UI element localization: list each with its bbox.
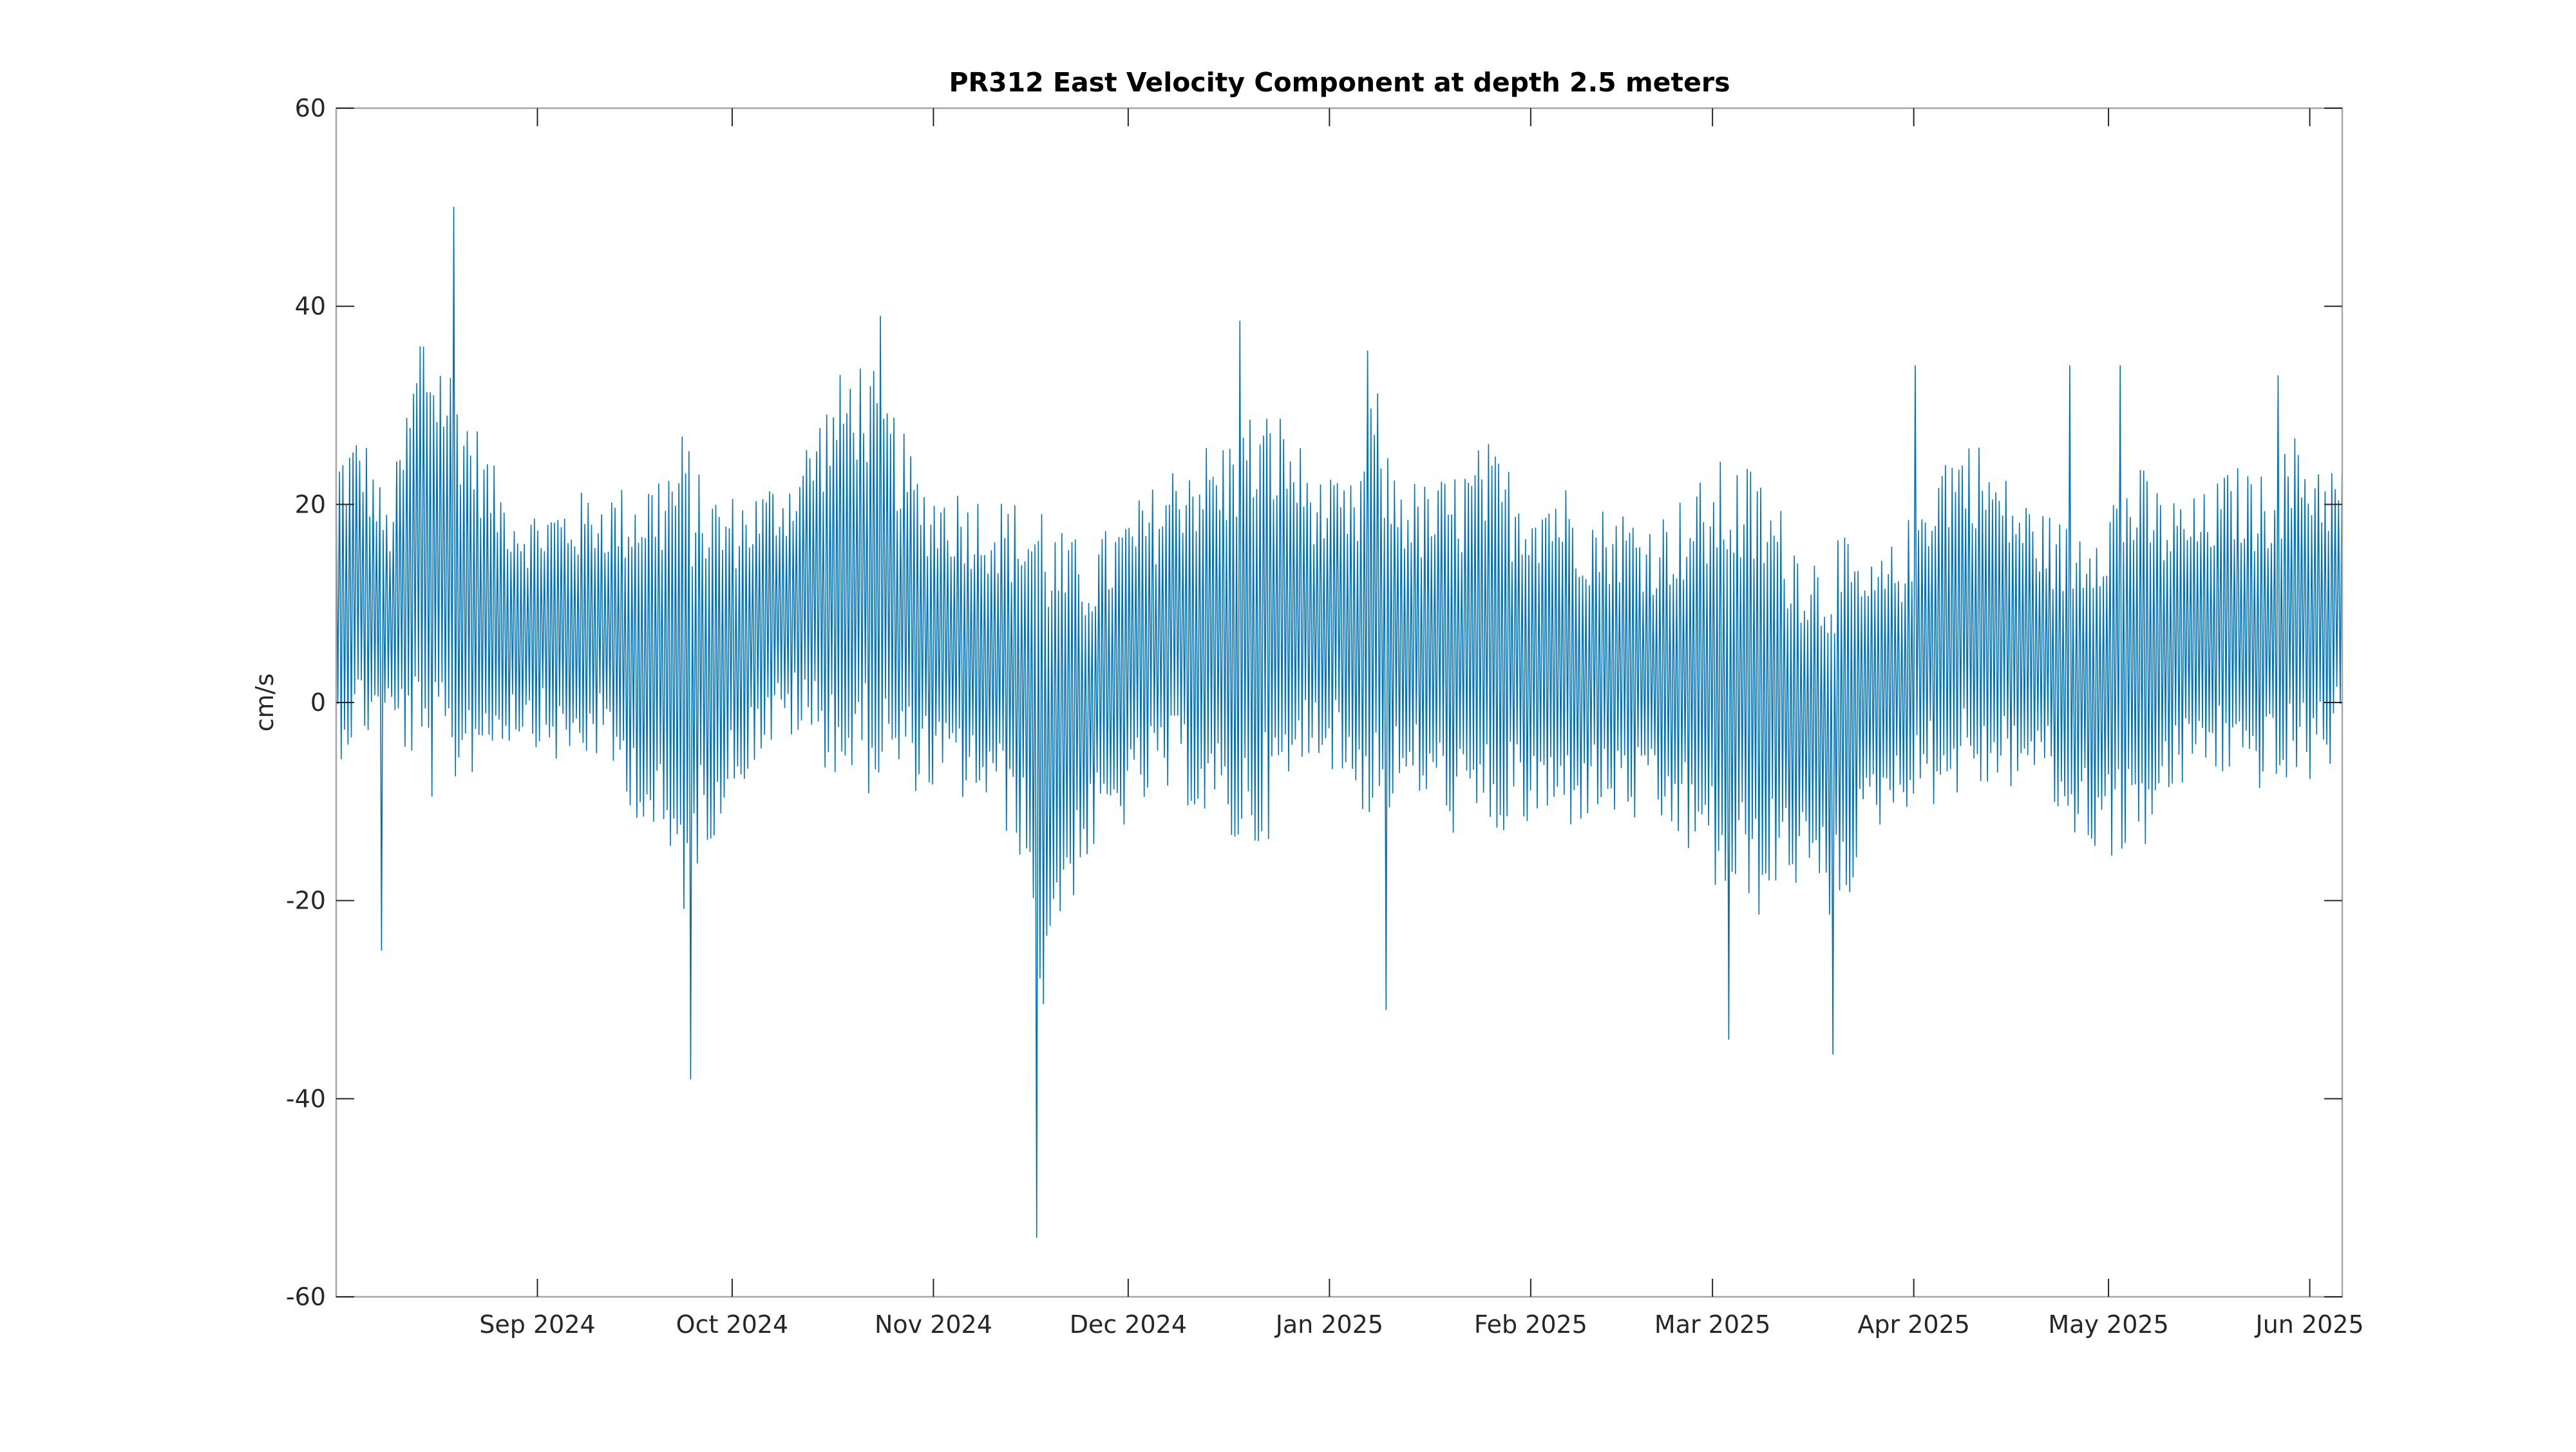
y-tick-label: 60 <box>295 94 326 122</box>
x-tick-label: Nov 2024 <box>875 1310 992 1339</box>
chart-title: PR312 East Velocity Component at depth 2… <box>949 67 1730 98</box>
y-tick-label: -40 <box>286 1084 326 1113</box>
x-tick-label: Jan 2025 <box>1274 1310 1383 1339</box>
x-tick-label: Feb 2025 <box>1474 1310 1587 1339</box>
x-tick-label: Apr 2025 <box>1857 1310 1970 1339</box>
series-layer <box>336 207 2342 1238</box>
y-tick-label: -60 <box>286 1283 326 1311</box>
x-tick-label: Mar 2025 <box>1654 1310 1770 1339</box>
y-tick-label: 40 <box>295 292 326 321</box>
x-tick-label: Dec 2024 <box>1070 1310 1187 1339</box>
series-line-east-velocity <box>336 207 2342 1238</box>
x-tick-label: Oct 2024 <box>676 1310 789 1339</box>
x-axis: Sep 2024 Oct 2024 Nov 2024 Dec 2024 Jan 2025… <box>479 108 2364 1339</box>
y-axis-label: cm/s <box>251 674 279 732</box>
x-tick-label: Jun 2025 <box>2255 1310 2364 1339</box>
y-tick-label: 20 <box>295 490 326 518</box>
x-tick-label: Sep 2024 <box>479 1310 595 1339</box>
x-tick-label: May 2025 <box>2048 1310 2168 1339</box>
y-tick-label: -20 <box>286 887 326 915</box>
y-tick-label: 0 <box>310 688 326 717</box>
y-axis: -60 -40 -20 0 20 40 60 <box>286 94 2342 1311</box>
